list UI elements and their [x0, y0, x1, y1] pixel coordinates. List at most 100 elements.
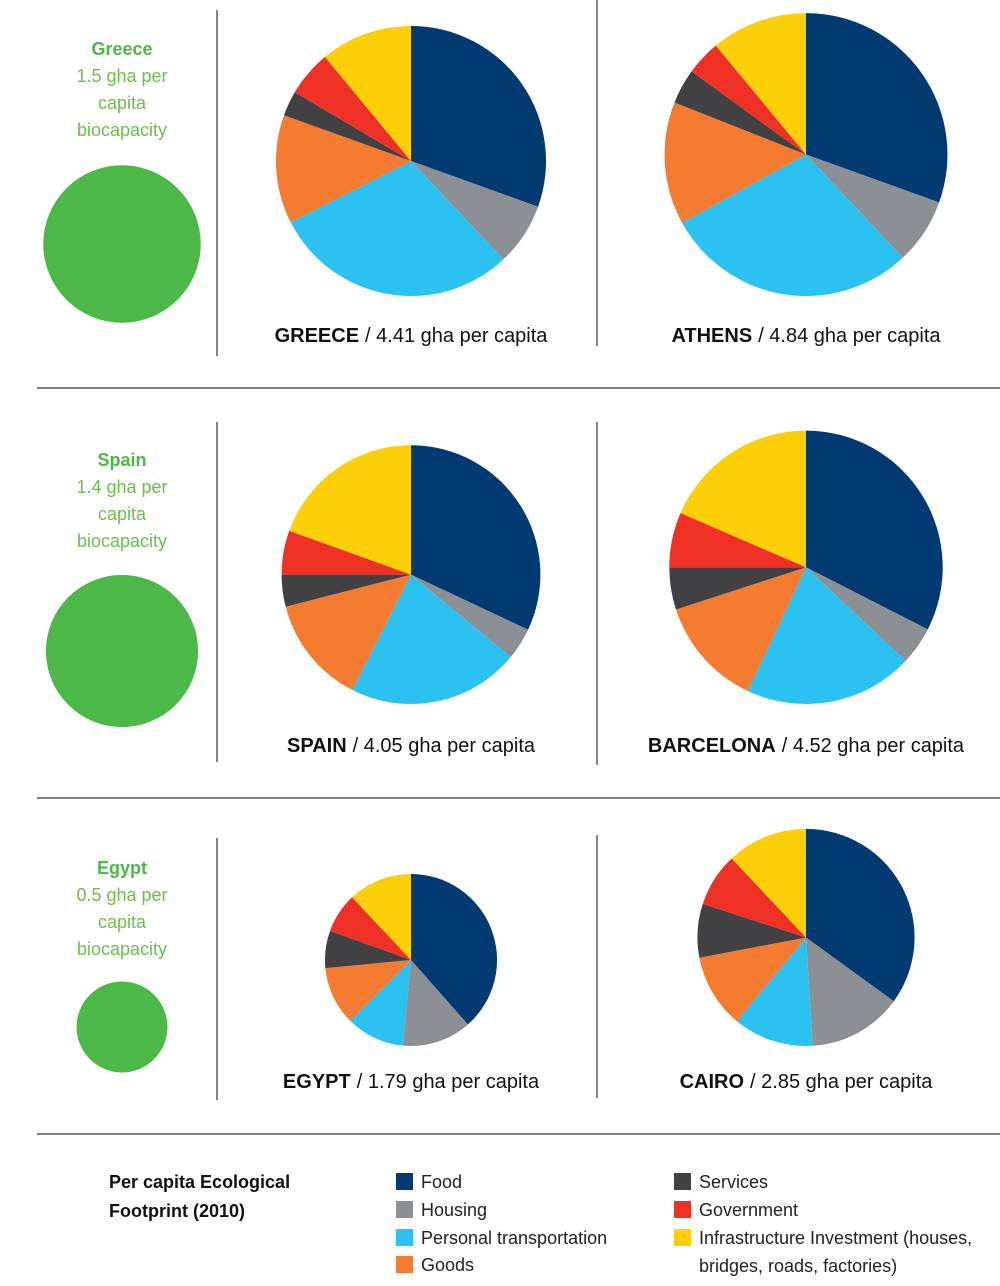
pie-slice	[669, 567, 806, 610]
legend-swatch	[396, 1201, 413, 1218]
pie	[275, 25, 547, 296]
pie-total: / 4.52 gha per capita	[782, 735, 965, 757]
pie-slice	[285, 574, 411, 690]
pie-title: BARCELONA	[648, 735, 776, 757]
legend-swatch	[674, 1173, 691, 1190]
pie-slice	[402, 959, 468, 1046]
pie-title: CAIRO	[680, 1071, 744, 1093]
legend-label: Services	[699, 1172, 769, 1192]
country-name: Greece	[91, 39, 153, 59]
pie-slice	[664, 102, 806, 223]
legend-item: Services	[674, 1168, 999, 1196]
pie-slice	[806, 937, 894, 1046]
pie-slice	[675, 567, 806, 691]
country-name: Egypt	[96, 858, 147, 878]
legend-label: Infrastructure Investment (houses, bridg…	[699, 1228, 973, 1276]
pie-slice	[682, 154, 903, 297]
legend-label: Housing	[421, 1200, 488, 1220]
pie-slice	[289, 445, 411, 575]
pie-slice	[806, 567, 928, 661]
country-label: Egypt 0.5 gha per capita biocapacity	[57, 855, 187, 963]
legend-item: Housing	[396, 1196, 721, 1224]
pie-label: BARCELONA / 4.52 gha per capita	[648, 735, 965, 757]
pie-slice	[731, 828, 806, 938]
pie-slice	[697, 903, 806, 958]
pie-slice	[702, 858, 806, 938]
legend-label: Personal transportation	[421, 1228, 608, 1248]
pie-slice	[411, 25, 547, 207]
pie-slice	[806, 154, 940, 258]
biocapacity-circle	[43, 165, 201, 323]
dividers	[37, 0, 1000, 1135]
legend-item: Infrastructure Investment (houses, bridg…	[674, 1224, 999, 1280]
legend-item: Food	[396, 1168, 721, 1196]
pie-total: / 2.85 gha per capita	[750, 1071, 933, 1093]
legend-item: Government	[674, 1196, 999, 1224]
legend-swatch	[674, 1201, 691, 1218]
legend-title: Per capita Ecological Footprint (2010)	[109, 1172, 291, 1221]
pie-slice	[411, 445, 541, 630]
pie-slice	[715, 13, 806, 155]
country-label: Greece 1.5 gha per capita biocapacity	[57, 36, 187, 144]
pie	[324, 873, 498, 1046]
pie-slice	[283, 92, 411, 161]
legend-swatch	[674, 1229, 691, 1246]
pie-total: / 1.79 gha per capita	[357, 1071, 540, 1093]
pie-slice	[680, 430, 806, 568]
pie-slice	[736, 937, 813, 1046]
pie-title: SPAIN	[287, 735, 347, 757]
pie	[669, 430, 943, 704]
pie-slice	[411, 574, 529, 658]
biocapacity-text: 0.5 gha per capita biocapacity	[76, 885, 168, 959]
pie-slice	[674, 71, 806, 155]
pie-total: / 4.84 gha per capita	[758, 325, 941, 347]
pie-slice	[411, 873, 498, 1025]
pie-title: EGYPT	[283, 1071, 351, 1093]
pie-slice	[806, 430, 943, 630]
legend-swatch	[396, 1229, 413, 1246]
pie-slice	[350, 959, 411, 1046]
pie	[697, 828, 915, 1046]
legend-swatch	[396, 1173, 413, 1190]
pie-title: GREECE	[275, 325, 359, 347]
pie-slice	[325, 959, 411, 1021]
pie-label: SPAIN / 4.05 gha per capita	[287, 735, 536, 757]
pie-slice	[290, 160, 504, 296]
pie-slice	[330, 897, 411, 960]
legend-item: Personal transportation	[396, 1224, 721, 1252]
pie-slice	[352, 574, 511, 704]
pie-slice	[281, 530, 411, 575]
pie-slice	[669, 513, 806, 568]
pie	[281, 445, 541, 704]
pie-title: ATHENS	[671, 325, 752, 347]
pie-label: CAIRO / 2.85 gha per capita	[680, 1071, 934, 1093]
pie-slice	[691, 45, 806, 155]
pie-label: GREECE / 4.41 gha per capita	[275, 325, 549, 347]
pie-total: / 4.41 gha per capita	[365, 325, 548, 347]
pie-slice	[281, 574, 411, 607]
pie-slice	[324, 25, 411, 161]
pie-label: EGYPT / 1.79 gha per capita	[283, 1071, 540, 1093]
pie	[664, 13, 948, 297]
biocapacity-circle	[45, 574, 199, 728]
pie-slice	[747, 567, 906, 704]
legend-label: Goods	[421, 1255, 475, 1275]
country-label: Spain 1.4 gha per capita biocapacity	[57, 447, 187, 555]
pie-slice	[352, 873, 411, 960]
legend-label: Government	[699, 1200, 799, 1220]
biocapacity-circle	[76, 981, 168, 1073]
pie-total: / 4.05 gha per capita	[353, 735, 536, 757]
pie-slice	[324, 930, 411, 969]
biocapacity-text: 1.5 gha per capita biocapacity	[76, 66, 168, 140]
pie-label: ATHENS / 4.84 gha per capita	[671, 325, 941, 347]
pie-slice	[699, 937, 806, 1022]
pie-slice	[275, 115, 411, 223]
legend-item: Goods	[396, 1251, 721, 1279]
pie-slice	[806, 13, 948, 203]
biocapacity-text: 1.4 gha per capita biocapacity	[76, 477, 168, 551]
pie-slice	[806, 828, 915, 1002]
pie-slice	[294, 56, 411, 161]
legend-label: Food	[421, 1172, 463, 1192]
